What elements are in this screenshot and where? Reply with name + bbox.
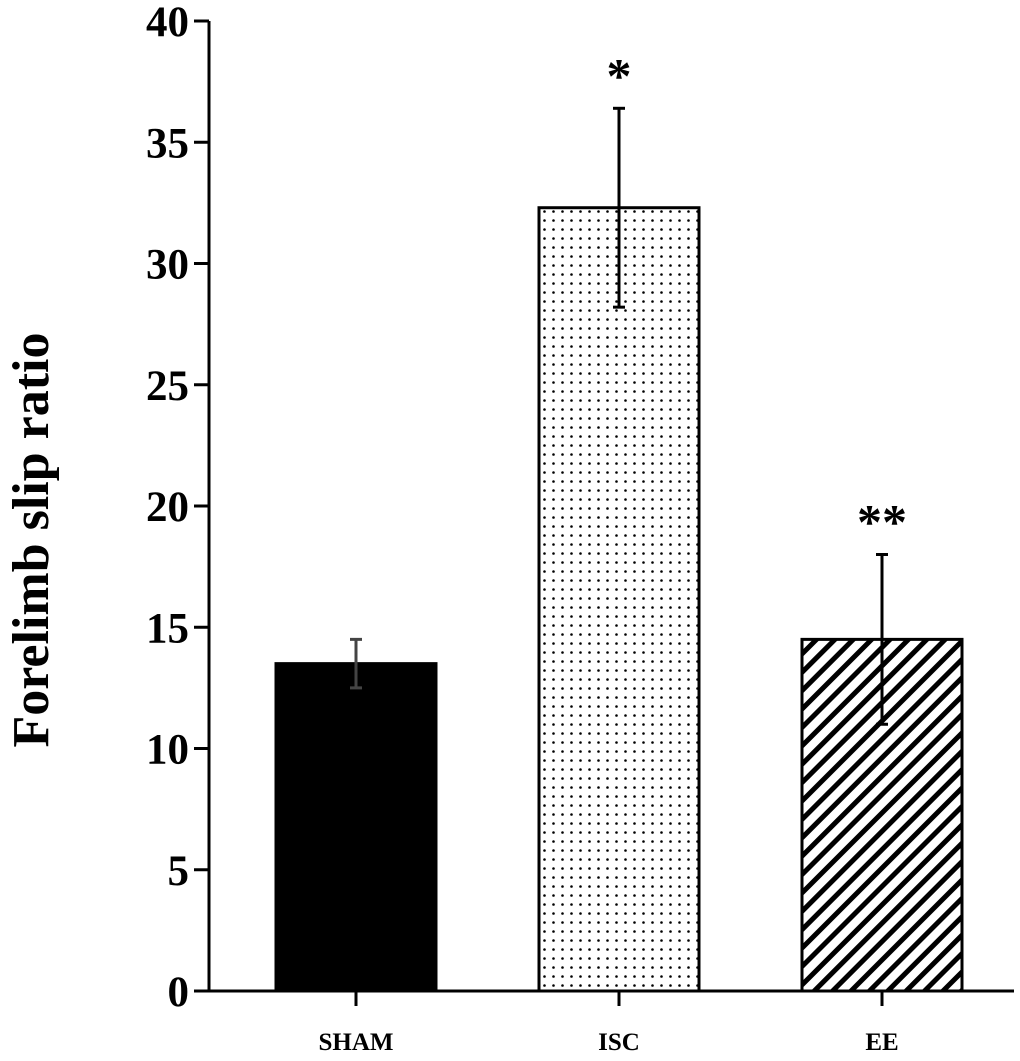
y-tick-label: 20 [146, 484, 189, 531]
y-tick-label: 15 [146, 605, 189, 652]
error-bar-ee [876, 553, 888, 726]
y-tick-label: 10 [146, 727, 189, 774]
y-tick-label: 5 [168, 848, 190, 895]
bars: *** [274, 47, 964, 993]
y-tick-label: 0 [168, 969, 190, 1016]
x-axis: SHAM ISC EE [209, 989, 1014, 1056]
y-tick-label: 30 [146, 242, 189, 289]
category-label-sham: SHAM [319, 1029, 394, 1056]
error-bar-isc [613, 106, 625, 309]
y-tick-label: 35 [146, 120, 189, 167]
y-axis: 0 5 10 15 20 25 30 35 40 [146, 0, 211, 1016]
y-tick-label: 40 [146, 0, 189, 46]
error-bar-sham [350, 637, 362, 690]
y-tick-label: 25 [146, 363, 189, 410]
significance-marker-isc: * [607, 47, 632, 103]
y-axis-label: Forelimb slip ratio [3, 332, 60, 747]
bar-sham [274, 662, 438, 993]
bar-isc [537, 206, 701, 993]
category-label-ee: EE [865, 1029, 898, 1056]
significance-marker-ee: ** [857, 494, 907, 550]
category-label-isc: ISC [598, 1029, 640, 1056]
